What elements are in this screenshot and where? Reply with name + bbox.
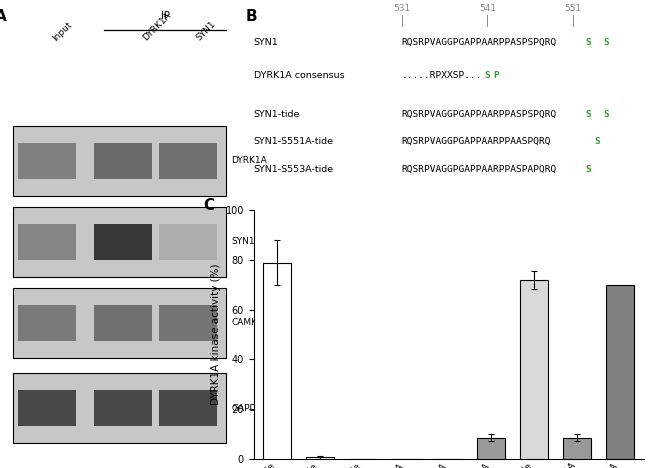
Bar bbox=[94, 143, 152, 179]
Bar bbox=[520, 280, 548, 459]
Bar bbox=[18, 390, 76, 426]
Bar bbox=[94, 390, 152, 426]
Text: A: A bbox=[0, 9, 6, 24]
Text: DYRK1A consensus: DYRK1A consensus bbox=[254, 71, 344, 80]
Text: SYN1-S553A-tide: SYN1-S553A-tide bbox=[254, 165, 333, 174]
Bar bbox=[18, 143, 76, 179]
Text: 531: 531 bbox=[393, 4, 410, 13]
Text: RQSRPVAGGPGAPPAARPPAASPQRQ: RQSRPVAGGPGAPPAARPPAASPQRQ bbox=[402, 137, 551, 146]
Text: B: B bbox=[246, 9, 257, 24]
Text: SYN1-S551A-tide: SYN1-S551A-tide bbox=[254, 137, 333, 146]
Y-axis label: DYRK1A kinase activity (%): DYRK1A kinase activity (%) bbox=[211, 264, 221, 405]
Bar bbox=[14, 288, 226, 358]
Bar bbox=[18, 224, 76, 260]
Bar bbox=[94, 224, 152, 260]
Bar bbox=[14, 126, 226, 196]
Bar bbox=[563, 438, 591, 459]
Bar bbox=[478, 438, 505, 459]
Text: S: S bbox=[594, 137, 600, 146]
Text: S: S bbox=[603, 110, 609, 119]
Text: DYRK1A: DYRK1A bbox=[141, 11, 172, 43]
Bar bbox=[159, 224, 217, 260]
Bar bbox=[159, 143, 217, 179]
Bar bbox=[159, 390, 217, 426]
Text: RQSRPVAGGPGAPPAARPPASPAPQRQ: RQSRPVAGGPGAPPAARPPASPAPQRQ bbox=[402, 165, 557, 174]
Text: CAMKII: CAMKII bbox=[231, 318, 263, 327]
Bar bbox=[159, 305, 217, 341]
Text: RQSRPVAGGPGAPPAARPPASPSPQRQ: RQSRPVAGGPGAPPAARPPASPSPQRQ bbox=[402, 110, 557, 119]
Text: RQSRPVAGGPGAPPAARPPASPSPQRQ: RQSRPVAGGPGAPPAARPPASPSPQRQ bbox=[402, 38, 557, 47]
Text: S: S bbox=[585, 165, 591, 174]
Bar bbox=[14, 207, 226, 277]
Text: SYN1: SYN1 bbox=[254, 38, 278, 47]
Text: 541: 541 bbox=[479, 4, 496, 13]
Bar bbox=[263, 263, 291, 459]
Text: S: S bbox=[484, 71, 490, 80]
Bar bbox=[94, 305, 152, 341]
Text: SYN1: SYN1 bbox=[231, 237, 255, 246]
Bar bbox=[306, 457, 334, 459]
Text: Input: Input bbox=[51, 20, 73, 43]
Text: P: P bbox=[493, 71, 499, 80]
Text: 551: 551 bbox=[564, 4, 582, 13]
Text: DYRK1A: DYRK1A bbox=[231, 156, 267, 166]
Text: SYN1: SYN1 bbox=[194, 20, 217, 43]
Bar bbox=[18, 305, 76, 341]
Text: S: S bbox=[603, 38, 609, 47]
Text: .....RPXXSP...: .....RPXXSP... bbox=[402, 71, 482, 80]
Text: C: C bbox=[203, 198, 214, 213]
Bar bbox=[606, 285, 634, 459]
Text: GAPDH: GAPDH bbox=[231, 403, 263, 413]
Bar bbox=[14, 373, 226, 443]
Text: S: S bbox=[585, 110, 591, 119]
Text: S: S bbox=[585, 38, 591, 47]
Text: SYN1-tide: SYN1-tide bbox=[254, 110, 300, 119]
Text: IP: IP bbox=[161, 11, 170, 21]
